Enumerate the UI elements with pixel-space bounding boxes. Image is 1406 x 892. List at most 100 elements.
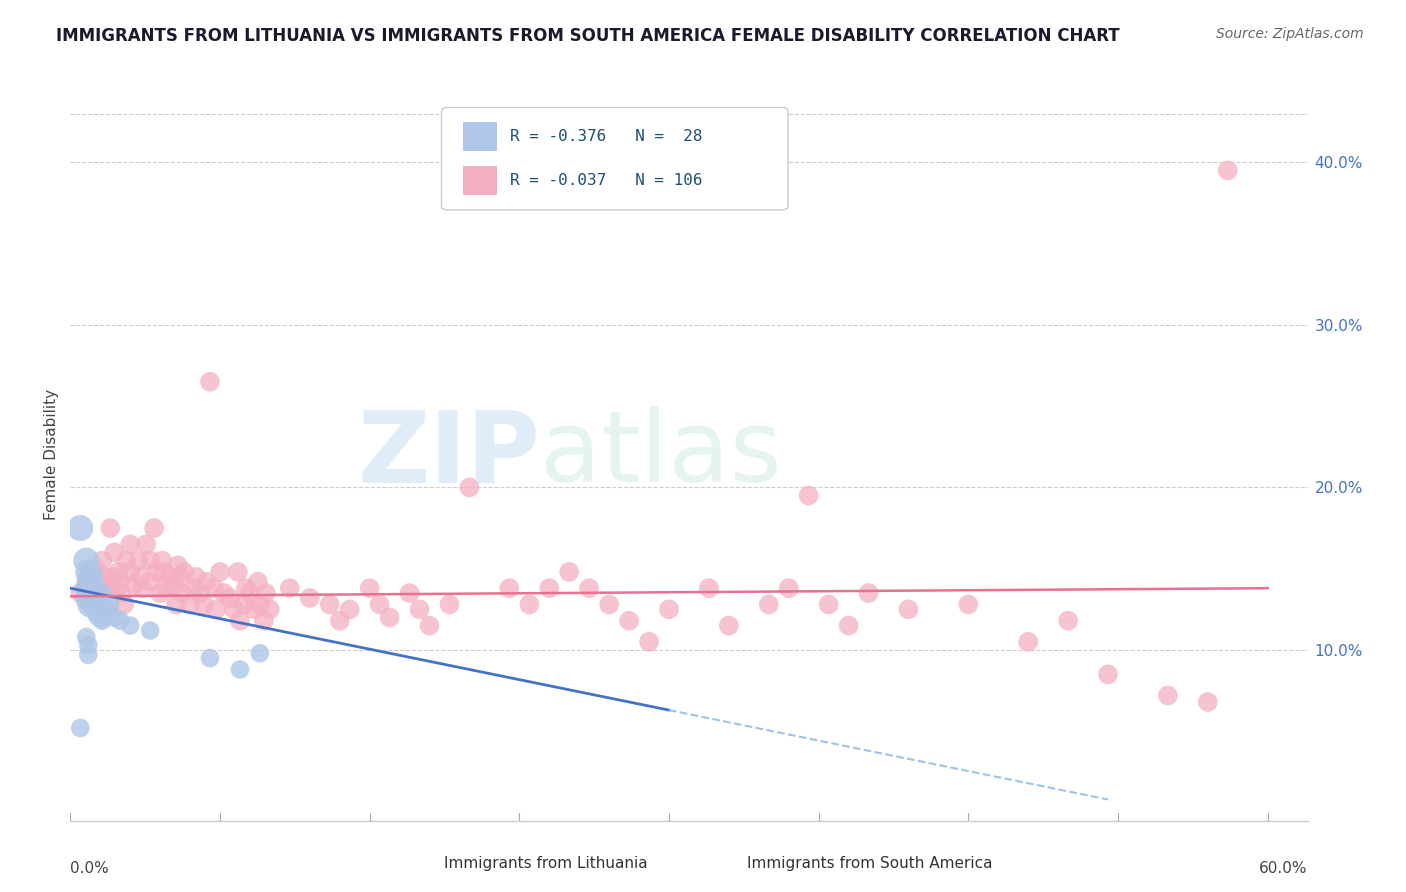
Point	[897, 602, 920, 616]
Point	[658, 602, 681, 616]
Point	[87, 602, 110, 616]
Point	[79, 581, 101, 595]
Point	[120, 537, 142, 551]
Point	[1216, 163, 1239, 178]
Point	[77, 565, 100, 579]
Point	[368, 598, 391, 612]
Point	[797, 489, 820, 503]
Text: IMMIGRANTS FROM LITHUANIA VS IMMIGRANTS FROM SOUTH AMERICA FEMALE DISABILITY COR: IMMIGRANTS FROM LITHUANIA VS IMMIGRANTS …	[56, 27, 1119, 45]
Point	[232, 598, 254, 612]
FancyBboxPatch shape	[707, 852, 735, 876]
Y-axis label: Female Disability: Female Disability	[44, 389, 59, 521]
Point	[115, 553, 138, 567]
Text: Immigrants from Lithuania: Immigrants from Lithuania	[444, 856, 648, 871]
Text: ZIP: ZIP	[357, 407, 540, 503]
Point	[159, 570, 181, 584]
Text: Source: ZipAtlas.com: Source: ZipAtlas.com	[1216, 27, 1364, 41]
Point	[149, 586, 172, 600]
Point	[458, 480, 481, 494]
FancyBboxPatch shape	[463, 122, 498, 152]
Point	[108, 614, 131, 628]
Point	[143, 521, 166, 535]
Point	[112, 598, 135, 612]
Point	[77, 581, 100, 595]
Point	[91, 614, 114, 628]
Point	[170, 586, 193, 600]
Point	[69, 521, 91, 535]
Point	[97, 602, 120, 616]
Point	[202, 581, 225, 595]
Point	[103, 545, 125, 559]
Point	[957, 598, 980, 612]
Point	[165, 598, 187, 612]
Point	[89, 578, 111, 592]
Point	[155, 581, 177, 595]
Point	[107, 565, 129, 579]
Text: Immigrants from South America: Immigrants from South America	[747, 856, 993, 871]
Point	[98, 598, 121, 612]
Point	[89, 607, 111, 622]
Point	[243, 602, 266, 616]
Point	[598, 598, 620, 612]
Point	[578, 581, 600, 595]
Point	[259, 602, 281, 616]
Point	[120, 565, 142, 579]
Point	[697, 581, 720, 595]
Point	[96, 581, 118, 595]
Point	[229, 614, 252, 628]
Point	[129, 570, 152, 584]
Point	[135, 537, 157, 551]
Point	[249, 598, 271, 612]
Point	[212, 586, 235, 600]
Point	[83, 594, 105, 608]
Point	[69, 586, 91, 600]
Point	[105, 581, 128, 595]
Text: R = -0.037   N = 106: R = -0.037 N = 106	[509, 173, 702, 188]
Point	[111, 586, 134, 600]
Point	[153, 565, 176, 579]
Point	[75, 553, 97, 567]
Point	[75, 630, 97, 644]
Point	[617, 614, 640, 628]
Point	[498, 581, 520, 595]
Text: 60.0%: 60.0%	[1260, 861, 1308, 876]
Point	[127, 553, 149, 567]
Point	[193, 598, 215, 612]
Point	[82, 586, 104, 600]
Point	[329, 614, 352, 628]
Point	[538, 581, 561, 595]
Point	[219, 591, 242, 605]
Point	[84, 599, 107, 613]
Point	[1057, 614, 1080, 628]
Point	[79, 573, 101, 587]
Point	[75, 574, 97, 589]
Point	[398, 586, 420, 600]
Point	[103, 570, 125, 584]
Point	[717, 618, 740, 632]
Point	[184, 570, 207, 584]
Point	[87, 591, 110, 605]
Point	[198, 375, 221, 389]
Point	[229, 663, 252, 677]
Point	[1157, 689, 1180, 703]
Point	[139, 574, 162, 589]
Point	[817, 598, 839, 612]
Point	[79, 594, 101, 608]
Point	[319, 598, 342, 612]
Text: atlas: atlas	[540, 407, 782, 503]
Point	[77, 638, 100, 652]
FancyBboxPatch shape	[405, 852, 432, 876]
Point	[638, 635, 661, 649]
Point	[84, 562, 107, 576]
Point	[254, 586, 277, 600]
Point	[173, 565, 195, 579]
Point	[163, 581, 186, 595]
Text: 0.0%: 0.0%	[70, 861, 110, 876]
Point	[89, 598, 111, 612]
Point	[298, 591, 321, 605]
Point	[418, 618, 440, 632]
Point	[339, 602, 361, 616]
Point	[1197, 695, 1219, 709]
Point	[139, 553, 162, 567]
Text: R = -0.376   N =  28: R = -0.376 N = 28	[509, 129, 702, 145]
